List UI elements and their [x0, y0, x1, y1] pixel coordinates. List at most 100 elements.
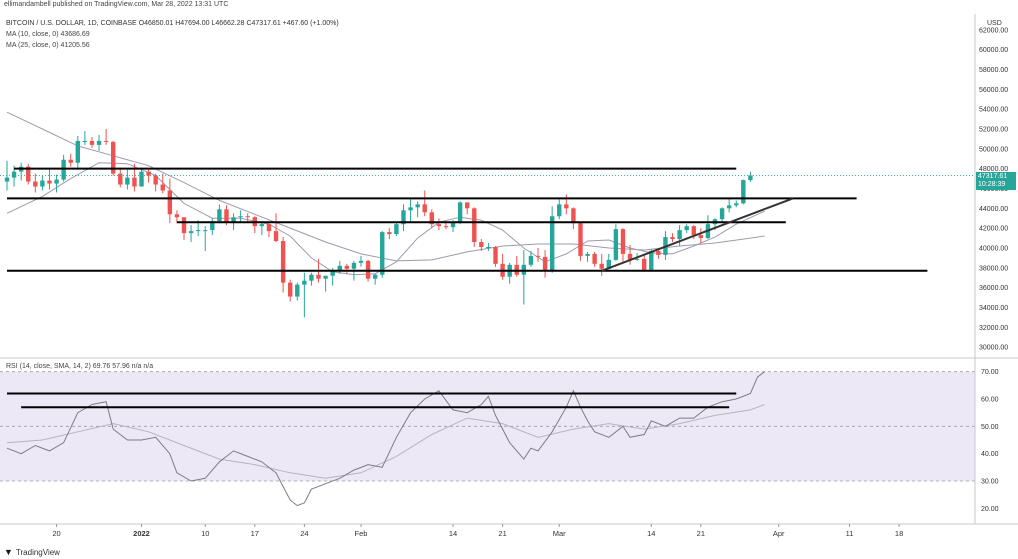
last-price-value: 47317.61	[978, 173, 1008, 180]
ma10-legend[interactable]: MA (10, close, 0) 43686.69	[6, 31, 90, 38]
candle	[429, 209, 434, 229]
candle	[528, 250, 534, 267]
candle-body	[330, 270, 335, 276]
price-tick-label: 48000.00	[979, 166, 1008, 173]
support-resistance-lines	[0, 167, 975, 272]
candle-body	[238, 216, 243, 218]
candle-body	[443, 226, 449, 228]
candle	[372, 273, 378, 285]
rsi-tick-label: 20.00	[981, 506, 999, 513]
candle-body	[259, 224, 265, 227]
candle-body	[606, 259, 611, 269]
candle-body	[394, 224, 399, 235]
candle	[75, 135, 80, 168]
candle-body	[266, 224, 272, 232]
price-tick-label: 56000.00	[979, 87, 1008, 94]
candle	[288, 279, 293, 302]
ma25-legend[interactable]: MA (25, close, 0) 41205.56	[6, 42, 90, 49]
time-tick-label: 14	[449, 529, 457, 538]
candle-body	[719, 208, 725, 220]
candle-body	[26, 166, 31, 182]
candle	[266, 222, 272, 238]
candle-body	[691, 226, 696, 236]
candle-body	[564, 204, 569, 209]
candle	[259, 221, 265, 236]
time-tick-label: 21	[697, 529, 705, 538]
price-tick-label: 50000.00	[979, 146, 1008, 153]
candle-body	[4, 177, 10, 182]
candle-countdown: 10:28:39	[978, 181, 1006, 188]
footer-logo[interactable]: ▼ TradingView	[4, 547, 60, 557]
price-tick-label: 40000.00	[979, 245, 1008, 252]
price-tick-label: 36000.00	[979, 285, 1008, 292]
candle-body	[535, 255, 541, 257]
candle-body	[245, 216, 250, 218]
candle-body	[344, 265, 350, 269]
axes: 30000.00 32000.00 34000.00 36000.00 38000.00…	[0, 14, 1018, 538]
candle	[111, 140, 116, 176]
candle-body	[195, 230, 201, 232]
candle	[68, 153, 73, 167]
price-tick-label: 42000.00	[979, 226, 1008, 233]
candle	[698, 228, 704, 244]
candle	[344, 263, 350, 274]
candle	[422, 190, 427, 217]
candle-body	[670, 237, 675, 240]
price-tick-label: 38000.00	[979, 265, 1008, 272]
symbol-line: BITCOIN / U.S. DOLLAR, 1D, COINBASE O468…	[6, 20, 339, 27]
time-tick-label: 14	[647, 529, 655, 538]
candle-body	[486, 246, 491, 248]
candle	[592, 251, 597, 267]
candle	[571, 207, 576, 230]
candle	[146, 169, 151, 183]
candle	[677, 225, 682, 246]
candle	[302, 272, 307, 318]
candle-body	[620, 229, 626, 254]
rsi-tick-label: 60.00	[981, 397, 999, 404]
rsi-ma-line	[6, 404, 765, 479]
candle-body	[103, 140, 109, 142]
candle	[465, 202, 470, 215]
candle	[323, 275, 328, 292]
candle-body	[132, 177, 137, 187]
time-tick-label: Apr	[773, 529, 785, 538]
candle	[514, 255, 519, 277]
rsi-legend[interactable]: RSI (14, close, SMA, 14, 2) 69.76 57.96 …	[6, 363, 154, 370]
candle-body	[649, 250, 654, 270]
candle	[436, 218, 442, 231]
candle-body	[726, 205, 732, 209]
candle-body	[380, 232, 385, 275]
candle-body	[698, 235, 704, 239]
candle	[118, 167, 123, 188]
candle	[457, 201, 463, 225]
candle	[741, 179, 746, 205]
candle	[295, 282, 300, 301]
candle-body	[89, 140, 95, 145]
candle-body	[627, 253, 633, 260]
candle	[542, 249, 548, 278]
last-price-badge: 47317.61 10:28:39	[976, 172, 1016, 190]
candle	[89, 136, 95, 148]
candle	[606, 253, 611, 269]
candle-body	[528, 255, 534, 265]
candle	[210, 218, 215, 236]
candle	[507, 262, 512, 284]
candle-body	[677, 230, 682, 240]
candle	[486, 243, 491, 251]
candle	[18, 162, 24, 181]
candle	[521, 249, 527, 305]
candle-body	[578, 223, 583, 256]
candle-body	[436, 224, 442, 227]
candle	[188, 225, 194, 243]
rsi-panel	[0, 371, 975, 507]
candle-body	[585, 253, 590, 256]
candle	[245, 213, 250, 223]
currency-label[interactable]: USD	[987, 20, 1002, 27]
candle-body	[748, 175, 753, 181]
time-tick-label: Mar	[553, 529, 566, 538]
candle-body	[337, 265, 342, 271]
candle-body	[188, 231, 194, 234]
candle-body	[82, 140, 88, 142]
candle	[358, 255, 364, 267]
